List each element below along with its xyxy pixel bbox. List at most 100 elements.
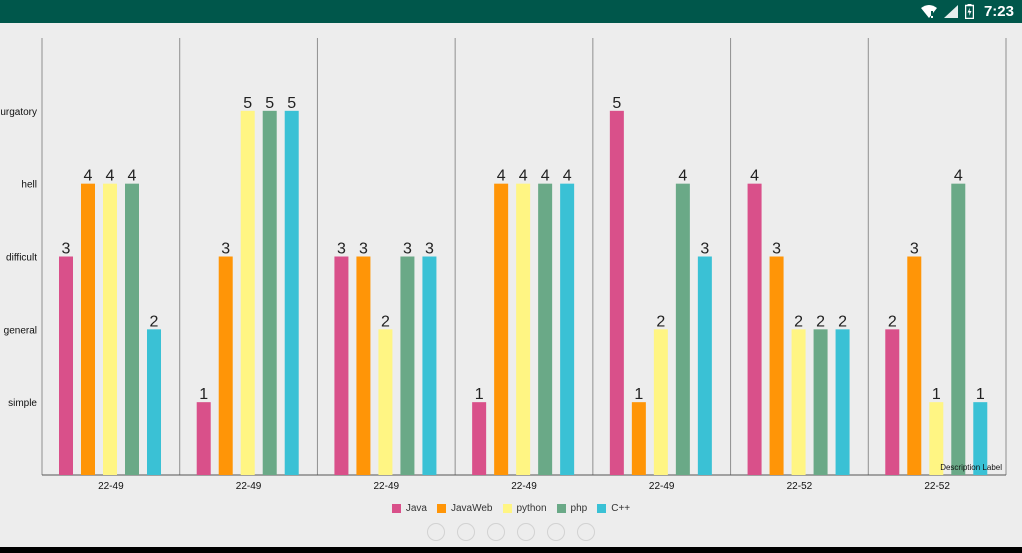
legend-item: C++ bbox=[597, 503, 630, 514]
bar-php bbox=[675, 183, 690, 475]
bar-javaweb bbox=[631, 402, 646, 475]
bar-javaweb bbox=[81, 183, 95, 475]
legend-swatch bbox=[556, 503, 566, 513]
x-tick-label: 22-49 bbox=[373, 481, 399, 492]
legend-label: JavaWeb bbox=[450, 502, 493, 514]
bar-cpp bbox=[147, 329, 161, 475]
x-tick-label: 22-52 bbox=[787, 481, 813, 492]
page-dot[interactable] bbox=[547, 523, 565, 541]
data-label: 1 bbox=[199, 386, 208, 403]
data-label: 2 bbox=[816, 313, 825, 330]
bar-php bbox=[125, 183, 139, 475]
bar-cpp bbox=[422, 256, 437, 475]
bar-python bbox=[378, 329, 393, 475]
bar-javaweb bbox=[907, 256, 922, 475]
navigation-bar bbox=[0, 547, 1022, 553]
bar-cpp bbox=[835, 329, 850, 475]
y-tick-label: urgatory bbox=[0, 107, 37, 118]
wifi-icon bbox=[920, 5, 937, 18]
data-label: 1 bbox=[634, 386, 643, 403]
legend-item: Java bbox=[391, 502, 427, 514]
bar-chart: simple general difficult hell urgatory 3 1 3 1 5 4… bbox=[0, 38, 1007, 492]
description-label: Description Label bbox=[940, 463, 1002, 472]
legend-swatch bbox=[597, 503, 607, 513]
bar-python bbox=[653, 329, 668, 475]
data-label: 4 bbox=[563, 168, 572, 185]
data-label: 3 bbox=[403, 241, 412, 258]
data-label: 2 bbox=[381, 313, 390, 330]
page-indicator bbox=[0, 523, 1022, 543]
bar-java bbox=[472, 402, 487, 475]
bar-java bbox=[59, 256, 73, 475]
legend-label: php bbox=[570, 502, 588, 514]
data-label: 3 bbox=[425, 241, 434, 258]
legend-label: python bbox=[516, 502, 547, 514]
data-label: 5 bbox=[287, 95, 296, 112]
data-label: 2 bbox=[794, 313, 803, 330]
x-tick-label: 22-49 bbox=[511, 481, 537, 492]
bar-php bbox=[400, 256, 415, 475]
data-label: 3 bbox=[772, 241, 781, 258]
data-label: 3 bbox=[221, 241, 230, 258]
data-label: 4 bbox=[750, 168, 759, 185]
data-label: 4 bbox=[519, 168, 528, 185]
legend-item: JavaWeb bbox=[436, 502, 493, 514]
bar-java bbox=[885, 329, 900, 475]
data-label: 2 bbox=[888, 313, 897, 330]
legend-label: C++ bbox=[611, 502, 631, 514]
x-tick-label: 22-49 bbox=[236, 481, 262, 492]
data-label: 4 bbox=[497, 168, 506, 185]
legend-item: php bbox=[556, 502, 588, 514]
legend-label: Java bbox=[405, 502, 427, 514]
chart-legend: Java JavaWeb python php C++ bbox=[0, 501, 1022, 515]
data-label: 1 bbox=[475, 386, 484, 403]
y-tick-label: simple bbox=[8, 398, 37, 409]
y-tick-label: hell bbox=[21, 180, 37, 191]
bar-cpp bbox=[284, 110, 299, 475]
data-label: 3 bbox=[337, 241, 346, 258]
legend-swatch bbox=[391, 503, 401, 513]
page-dot[interactable] bbox=[487, 523, 505, 541]
bar-java bbox=[196, 402, 211, 475]
legend-swatch bbox=[502, 503, 512, 513]
y-tick-label: general bbox=[4, 325, 37, 336]
data-label: 4 bbox=[541, 168, 550, 185]
bar-cpp bbox=[697, 256, 712, 475]
bar-python bbox=[929, 402, 944, 475]
data-label: 4 bbox=[678, 168, 687, 185]
page-dot[interactable] bbox=[427, 523, 445, 541]
status-bar: 7:23 bbox=[0, 0, 1022, 23]
bar-python bbox=[516, 183, 531, 475]
x-tick-label: 22-52 bbox=[924, 481, 950, 492]
bar-javaweb bbox=[494, 183, 509, 475]
bar-javaweb bbox=[218, 256, 233, 475]
data-label: 2 bbox=[838, 313, 847, 330]
bar-java bbox=[609, 110, 624, 475]
page-dot[interactable] bbox=[457, 523, 475, 541]
bar-php bbox=[951, 183, 966, 475]
x-tick-label: 22-49 bbox=[649, 481, 675, 492]
data-label: 3 bbox=[910, 241, 919, 258]
status-time: 7:23 bbox=[983, 3, 1014, 20]
data-label: 4 bbox=[84, 168, 93, 185]
data-label: 3 bbox=[700, 241, 709, 258]
data-label: 4 bbox=[954, 168, 963, 185]
signal-icon bbox=[943, 5, 958, 18]
bar-python bbox=[103, 183, 117, 475]
data-label: 1 bbox=[932, 386, 941, 403]
page-dot[interactable] bbox=[577, 523, 595, 541]
y-tick-label: difficult bbox=[6, 253, 37, 264]
legend-item: python bbox=[502, 502, 547, 514]
data-label: 5 bbox=[243, 95, 252, 112]
x-tick-label: 22-49 bbox=[98, 481, 124, 492]
battery-charging-icon bbox=[964, 4, 974, 19]
bar-cpp bbox=[973, 402, 988, 475]
page-dot[interactable] bbox=[517, 523, 535, 541]
bar-java bbox=[334, 256, 349, 475]
bar-php bbox=[262, 110, 277, 475]
bar-java bbox=[747, 183, 762, 475]
data-label: 5 bbox=[265, 95, 274, 112]
legend-swatch bbox=[436, 503, 446, 513]
data-label: 2 bbox=[150, 313, 159, 330]
bar-php bbox=[813, 329, 828, 475]
